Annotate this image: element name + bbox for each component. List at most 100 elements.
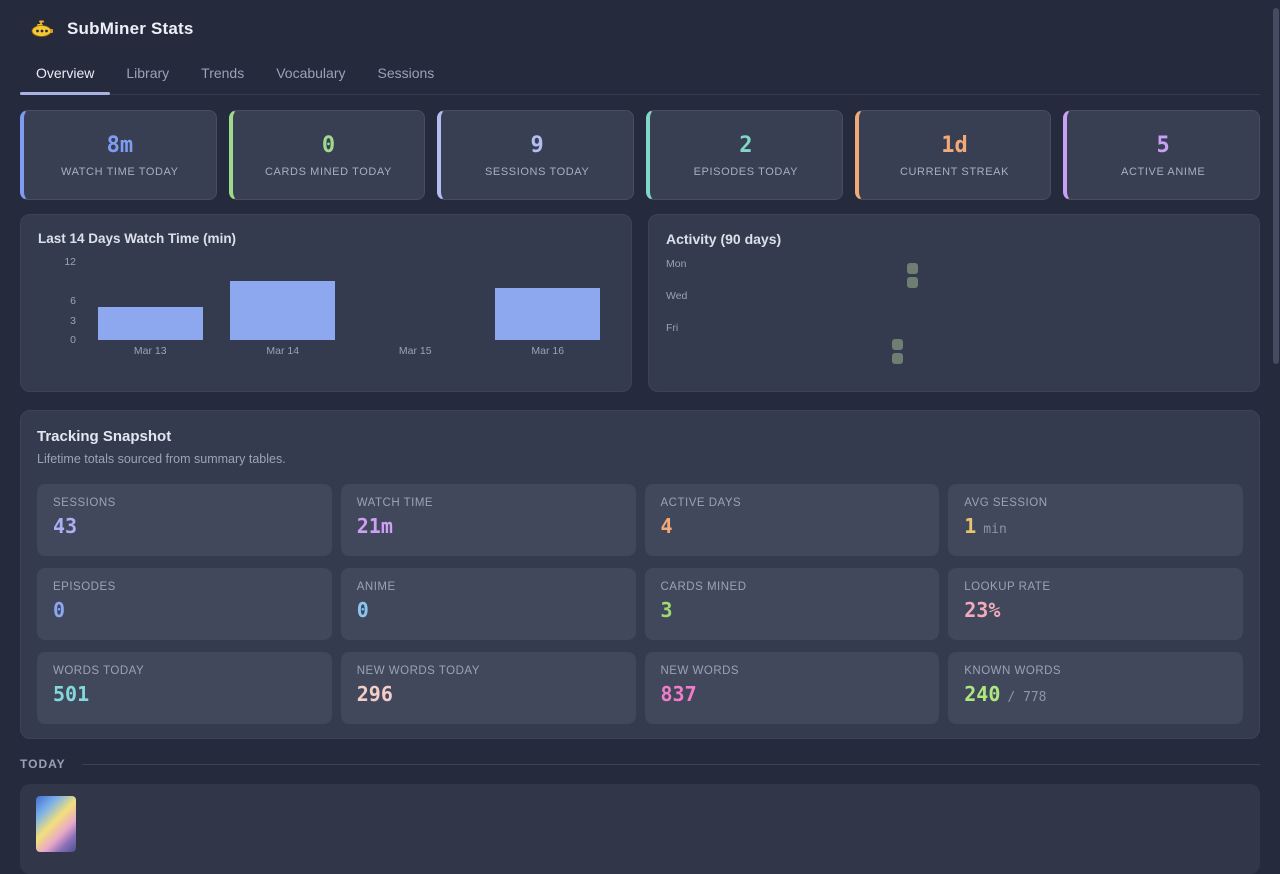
watch-time-chart-panel: Last 14 Days Watch Time (min) 0 3 6 12 Mar …	[20, 214, 632, 392]
stat-label: CURRENT STREAK	[899, 165, 1010, 178]
day-label-fri: Fri	[666, 322, 679, 334]
chart-bar-slot	[217, 262, 350, 340]
metric-value-row: 0	[357, 598, 620, 622]
page-content: SubMiner Stats Overview Library Trends Voca…	[20, 0, 1260, 874]
app-header: SubMiner Stats	[20, 0, 1260, 42]
metric-value: 4	[660, 514, 673, 538]
chart-title: Last 14 Days Watch Time (min)	[38, 231, 237, 246]
metric-label: NEW WORDS	[660, 665, 740, 677]
metric-value-row: 240 / 778	[964, 682, 1227, 706]
tab-vocabulary[interactable]: Vocabulary	[276, 65, 346, 81]
stat-card-watch-time-today: 8m WATCH TIME TODAY	[20, 110, 217, 200]
metric-value: 0	[356, 598, 369, 622]
app-title: SubMiner Stats	[67, 18, 194, 38]
metric-new-words-today: NEW WORDS TODAY 296	[340, 652, 636, 724]
metric-active-days: ACTIVE DAYS 4	[644, 484, 940, 556]
stat-card-active-anime: 5 ACTIVE ANIME	[1063, 110, 1260, 200]
stat-value: 2	[739, 132, 753, 158]
stat-card-current-streak: 1d CURRENT STREAK	[854, 110, 1052, 200]
chart-bar	[230, 281, 336, 340]
metric-label: NEW WORDS TODAY	[356, 665, 480, 677]
metric-cards-mined: CARDS MINED 3	[644, 568, 940, 640]
tab-library[interactable]: Library	[126, 65, 170, 81]
heatmap-cell	[892, 339, 903, 350]
today-section-label: TODAY	[20, 757, 66, 771]
heatmap-cell	[907, 263, 918, 274]
chart-plot-area: 0 3 6 12	[64, 256, 615, 346]
chart-bar-slot	[482, 262, 615, 340]
tab-overview[interactable]: Overview	[20, 55, 111, 95]
bar-chart: 0 3 6 12 Mar 13 Mar 14 Mar 15 Mar 16	[64, 256, 615, 357]
metric-value: 296	[356, 682, 393, 706]
tracking-subtitle: Lifetime totals sourced from summary tab…	[37, 452, 286, 466]
x-axis-label: Mar 13	[133, 345, 167, 357]
tab-bar: Overview Library Trends Vocabulary Sessions	[20, 55, 1260, 95]
stat-label: EPISODES TODAY	[693, 165, 799, 178]
metric-value: 43	[53, 514, 78, 538]
metric-value: 3	[660, 598, 673, 622]
panel-row: Last 14 Days Watch Time (min) 0 3 6 12 Mar …	[20, 214, 1260, 392]
chart-bar	[97, 307, 203, 340]
metric-label: WATCH TIME	[356, 497, 434, 509]
metric-value-row: 837	[661, 682, 924, 706]
stat-value: 9	[530, 132, 544, 158]
activity-heatmap-panel: Activity (90 days) Mon Wed Fri	[648, 214, 1260, 392]
metric-words-today: WORDS TODAY 501	[37, 652, 332, 724]
metric-lookup-rate: LOOKUP RATE 23%	[948, 568, 1243, 640]
chart-bar-slot	[84, 262, 217, 340]
stat-value: 1d	[941, 132, 968, 158]
metric-episodes: EPISODES 0	[37, 568, 332, 640]
chart-x-axis: Mar 13 Mar 14 Mar 15 Mar 16	[84, 345, 614, 357]
y-axis-tick: 6	[70, 295, 76, 307]
stat-card-cards-mined-today: 0 CARDS MINED TODAY	[228, 110, 426, 200]
tab-trends[interactable]: Trends	[201, 65, 245, 81]
y-axis-tick: 12	[64, 256, 76, 268]
stat-label: CARDS MINED TODAY	[265, 165, 392, 178]
stat-label: ACTIVE ANIME	[1121, 165, 1206, 178]
chart-bar	[495, 288, 601, 340]
episode-thumbnail	[36, 796, 76, 852]
submarine-logo-icon	[31, 18, 53, 40]
stat-label: WATCH TIME TODAY	[61, 165, 179, 178]
tracking-title: Tracking Snapshot	[37, 428, 172, 445]
metric-value-row: 1 min	[964, 514, 1227, 538]
x-axis-label: Mar 15	[398, 345, 432, 357]
stat-label: SESSIONS TODAY	[484, 165, 590, 178]
metric-value: 240	[964, 682, 1001, 706]
tracking-metrics-grid: SESSIONS 43 WATCH TIME 21m ACTIVE DAYS 4 AVG S…	[37, 484, 1243, 724]
metric-label: LOOKUP RATE	[964, 581, 1051, 593]
stat-card-row: 8m WATCH TIME TODAY 0 CARDS MINED TODAY 9 SES…	[20, 110, 1260, 200]
stat-card-episodes-today: 2 EPISODES TODAY	[646, 110, 843, 200]
heatmap-cell	[892, 353, 903, 364]
tracking-snapshot-panel: Tracking Snapshot Lifetime totals source…	[20, 410, 1260, 739]
day-label-mon: Mon	[666, 258, 687, 270]
scrollbar-thumb[interactable]	[1273, 8, 1279, 364]
metric-label: EPISODES	[53, 581, 116, 593]
y-axis-tick: 3	[70, 314, 76, 327]
today-session-card[interactable]	[20, 784, 1260, 874]
activity-heatmap: Mon Wed Fri	[666, 257, 1242, 376]
metric-value: 23%	[964, 598, 1001, 622]
activity-title: Activity (90 days)	[666, 231, 782, 247]
today-section-header: TODAY	[20, 757, 1260, 771]
metric-label: SESSIONS	[53, 497, 116, 509]
metric-value: 501	[53, 682, 90, 706]
metric-value-row: 21m	[357, 514, 620, 538]
metric-label: CARDS MINED	[660, 581, 747, 593]
tab-sessions[interactable]: Sessions	[377, 65, 435, 81]
metric-watch-time: WATCH TIME 21m	[340, 484, 636, 556]
metric-new-words: NEW WORDS 837	[644, 652, 940, 724]
stat-card-sessions-today: 9 SESSIONS TODAY	[437, 110, 634, 200]
stat-value: 8m	[106, 132, 134, 158]
stat-value: 0	[321, 132, 336, 158]
metric-value-row: 0	[53, 598, 316, 622]
x-axis-label: Mar 14	[266, 345, 300, 357]
y-axis-tick: 0	[70, 334, 76, 346]
metric-suffix: min	[983, 522, 1007, 537]
metric-label: ANIME	[356, 581, 396, 593]
metric-avg-session: AVG SESSION 1 min	[948, 484, 1243, 556]
metric-value: 0	[53, 598, 66, 622]
metric-value-row: 501	[53, 682, 316, 706]
metric-value-row: 4	[661, 514, 924, 538]
chart-bar-slot	[349, 262, 482, 340]
